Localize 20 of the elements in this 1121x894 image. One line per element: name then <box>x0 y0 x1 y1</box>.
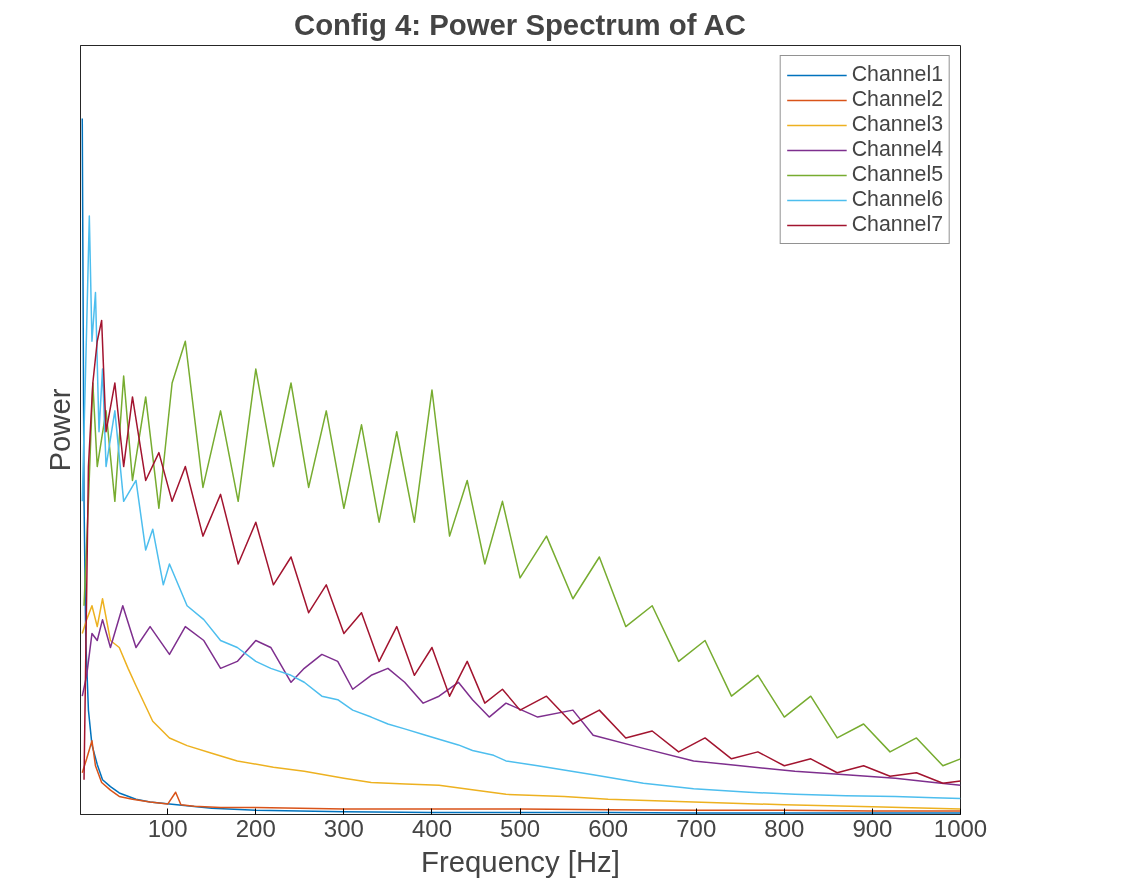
x-tick-label: 700 <box>676 814 717 842</box>
x-axis-title: Frequency [Hz] <box>421 844 620 878</box>
x-tick-label: 500 <box>500 814 541 842</box>
x-tick-label: 300 <box>323 814 364 842</box>
x-tick-label: 100 <box>147 814 188 842</box>
legend-label: Channel4 <box>851 137 943 162</box>
legend-label: Channel2 <box>851 87 943 112</box>
legend-label: Channel5 <box>851 162 943 187</box>
x-tick-label: 800 <box>764 814 805 842</box>
chart-title: Config 4: Power Spectrum of AC <box>294 7 746 41</box>
legend-label: Channel7 <box>851 212 943 237</box>
x-tick-label: 400 <box>411 814 452 842</box>
legend-label: Channel6 <box>851 187 943 212</box>
legend-label: Channel3 <box>851 112 943 137</box>
x-tick-label: 900 <box>852 814 893 842</box>
x-tick-label: 200 <box>235 814 276 842</box>
x-tick-label: 1000 <box>933 814 988 842</box>
y-axis-title: Power <box>42 388 76 472</box>
x-tick-label: 600 <box>588 814 629 842</box>
legend-label: Channel1 <box>851 62 943 87</box>
